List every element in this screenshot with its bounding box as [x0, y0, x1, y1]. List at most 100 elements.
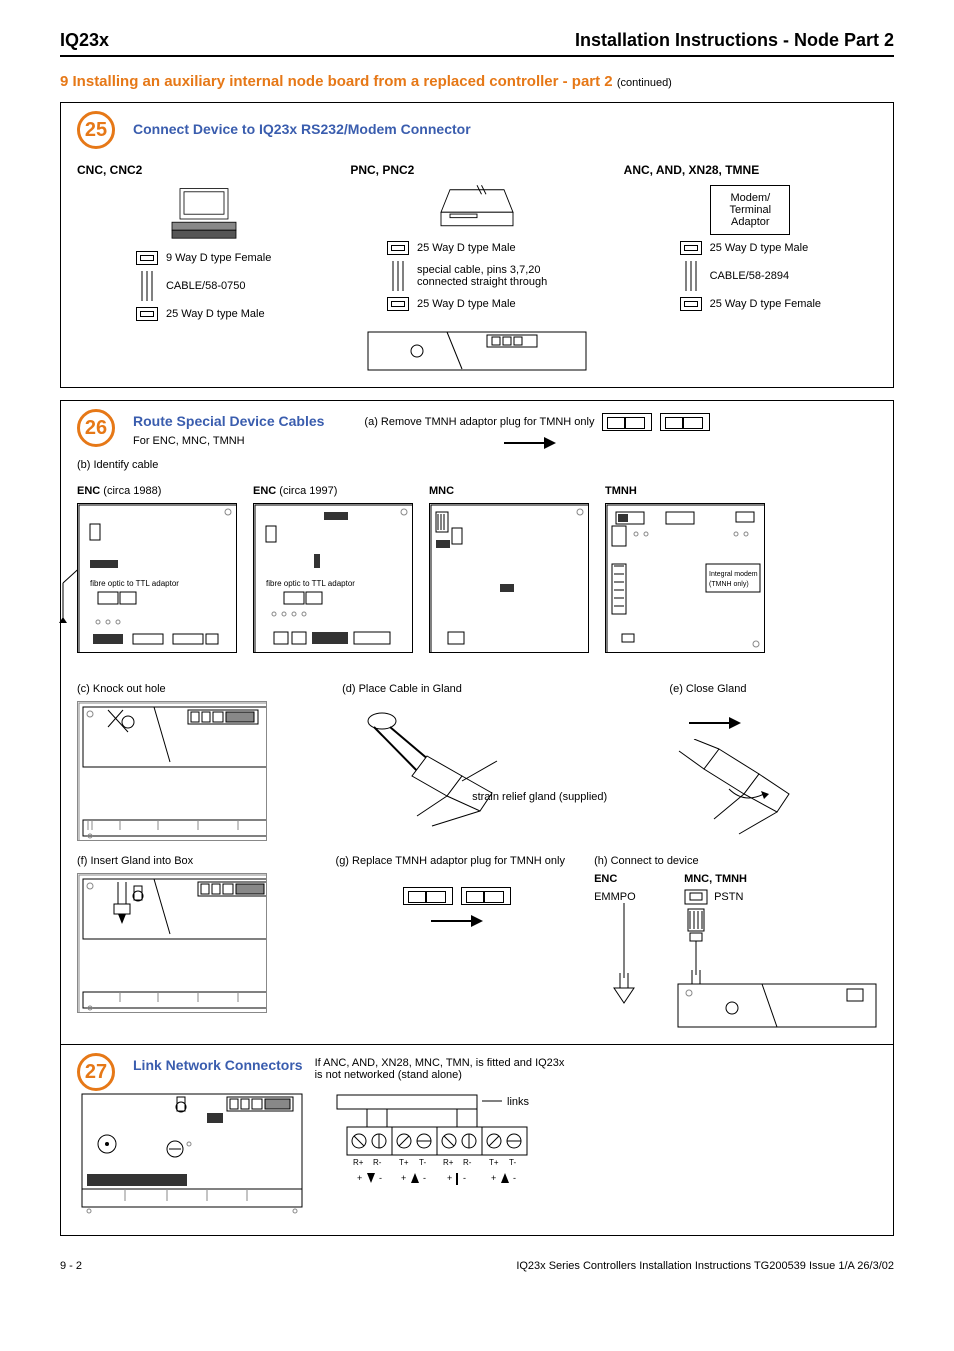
cnc-head: CNC, CNC2 — [77, 163, 330, 177]
pstn-socket-icon — [684, 889, 708, 905]
pnc-l2: special cable, pins 3,7,20 connected str… — [417, 264, 567, 288]
anc-l2: CABLE/58-2894 — [710, 270, 790, 282]
svg-text:R-: R- — [463, 1158, 472, 1167]
page-footer: 9 - 2 IQ23x Series Controllers Installat… — [60, 1260, 894, 1272]
svg-text:T-: T- — [509, 1158, 516, 1167]
svg-text:T+: T+ — [399, 1158, 409, 1167]
step-25-box: 25 Connect Device to IQ23x RS232/Modem C… — [60, 102, 894, 388]
svg-text:(TMNH only): (TMNH only) — [709, 581, 749, 588]
svg-text:fibre optic to TTL adaptor: fibre optic to TTL adaptor — [90, 579, 179, 588]
arrow-right-icon-3 — [471, 915, 483, 927]
enc-connect-label: ENC — [594, 873, 654, 885]
step-27-title: Link Network Connectors — [133, 1057, 303, 1073]
modem-adaptor-box: Modem/ Terminal Adaptor — [710, 185, 790, 235]
enc2-year: (circa 1997) — [279, 485, 337, 497]
tmnh-board-icon: Integral modem (TMNH only) — [605, 503, 765, 653]
step-27-box: 27 Link Network Connectors If ANC, AND, … — [60, 1044, 894, 1236]
step27-enclosure-icon — [77, 1089, 307, 1219]
knockout-hole-icon — [77, 701, 267, 841]
section-title-text: Installing an auxiliary internal node bo… — [73, 73, 613, 90]
svg-text:R+: R+ — [443, 1158, 454, 1167]
svg-text:+: + — [491, 1173, 496, 1183]
step-25-title: Connect Device to IQ23x RS232/Modem Conn… — [133, 115, 877, 153]
svg-text:R-: R- — [373, 1158, 382, 1167]
adaptor-plug-right-icon — [660, 413, 710, 431]
step26-h-label: (h) Connect to device — [594, 855, 877, 867]
step25-col-pnc: PNC, PNC2 25 Way D type Male special cab… — [350, 163, 603, 323]
step26-b-label: (b) Identify cable — [77, 459, 877, 471]
step26-f-label: (f) Insert Gland into Box — [77, 855, 320, 867]
d25-male-icon — [136, 307, 158, 321]
svg-text:-: - — [423, 1173, 426, 1183]
cnc-l2: CABLE/58-0750 — [166, 280, 246, 292]
step-26-box: 26 Route Special Device Cables For ENC, … — [60, 400, 894, 1045]
page-header: IQ23x Installation Instructions - Node P… — [60, 30, 894, 57]
step-26-title: Route Special Device Cables — [133, 413, 324, 429]
cnc-l3: 25 Way D type Male — [166, 308, 265, 320]
network-connectors-icon: links R+ — [327, 1089, 567, 1199]
step-25-badge: 25 — [77, 111, 115, 149]
header-right: Installation Instructions - Node Part 2 — [575, 30, 894, 51]
svg-text:R+: R+ — [353, 1158, 364, 1167]
enclosure-top-icon — [367, 331, 587, 371]
enc-1997-board-icon: fibre optic to TTL adaptor — [253, 503, 413, 653]
step26-d-label: (d) Place Cable in Gland — [342, 683, 653, 695]
section-number: 9 — [60, 73, 68, 90]
step25-col-anc: ANC, AND, XN28, TMNE Modem/ Terminal Ada… — [624, 163, 877, 323]
svg-text:+: + — [447, 1173, 452, 1183]
tmnh-label: TMNH — [605, 485, 637, 497]
adaptor-plug-left-icon-2 — [403, 887, 453, 905]
step25-col-cnc: CNC, CNC2 9 Way D type Female CABLE/58-0… — [77, 163, 330, 323]
svg-text:+: + — [401, 1173, 406, 1183]
enclosure-corner-icon — [677, 983, 877, 1028]
d9-female-icon — [136, 251, 158, 265]
step26-g-label: (g) Replace TMNH adaptor plug for TMNH o… — [336, 855, 579, 867]
step-26-badge: 26 — [77, 409, 115, 447]
cable-icon-2 — [387, 261, 409, 291]
footer-left: 9 - 2 — [60, 1260, 82, 1272]
arrow-right-icon — [544, 437, 556, 449]
svg-text:-: - — [463, 1173, 466, 1183]
step-27-body: If ANC, AND, XN28, MNC, TMN, is fitted a… — [315, 1057, 575, 1081]
insert-gland-icon — [77, 873, 267, 1013]
section-heading: 9 Installing an auxiliary internal node … — [60, 73, 894, 90]
anc-l1: 25 Way D type Male — [710, 242, 809, 254]
links-label-svg: links — [507, 1096, 530, 1108]
arrow-right-icon-2 — [729, 717, 741, 729]
emmpo-label: EMMPO — [594, 891, 654, 903]
enc1-year: (circa 1988) — [103, 485, 161, 497]
pstn-label: PSTN — [714, 891, 743, 903]
cable-icon-3 — [680, 261, 702, 291]
svg-text:-: - — [513, 1173, 516, 1183]
printer-icon — [432, 185, 522, 235]
step-27-badge: 27 — [77, 1053, 115, 1091]
cable-icon — [136, 271, 158, 301]
anc-l3: 25 Way D type Female — [710, 298, 821, 310]
close-gland-icon — [669, 739, 819, 839]
cnc-l1: 9 Way D type Female — [166, 252, 271, 264]
mnc-label: MNC — [429, 485, 454, 497]
svg-text:+: + — [357, 1173, 362, 1183]
step26-c-label: (c) Knock out hole — [77, 683, 326, 695]
d25-female-icon — [680, 297, 702, 311]
enc1-label: ENC — [77, 485, 100, 497]
anc-head: ANC, AND, XN28, TMNE — [624, 163, 877, 177]
enc-1988-board-icon: fibre optic to TTL adaptor — [77, 503, 237, 653]
cable-in-gland-icon — [342, 701, 582, 831]
pnc-l1: 25 Way D type Male — [417, 242, 516, 254]
adaptor-plug-left-icon — [602, 413, 652, 431]
svg-text:T+: T+ — [489, 1158, 499, 1167]
pnc-l3: 25 Way D type Male — [417, 298, 516, 310]
svg-text:fibre optic to TTL adaptor: fibre optic to TTL adaptor — [266, 579, 355, 588]
svg-text:Integral modem: Integral modem — [709, 571, 758, 578]
section-continued: (continued) — [617, 77, 672, 89]
header-left: IQ23x — [60, 30, 109, 51]
mnc-tmnh-connect-label: MNC, TMNH — [684, 873, 747, 885]
strain-relief-label: strain relief gland (supplied) — [472, 791, 653, 803]
enc2-label: ENC — [253, 485, 276, 497]
d25-male-icon-3 — [387, 297, 409, 311]
d25-male-icon-2 — [387, 241, 409, 255]
adaptor-plug-right-icon-2 — [461, 887, 511, 905]
d25-male-icon-4 — [680, 241, 702, 255]
svg-text:-: - — [379, 1173, 382, 1183]
